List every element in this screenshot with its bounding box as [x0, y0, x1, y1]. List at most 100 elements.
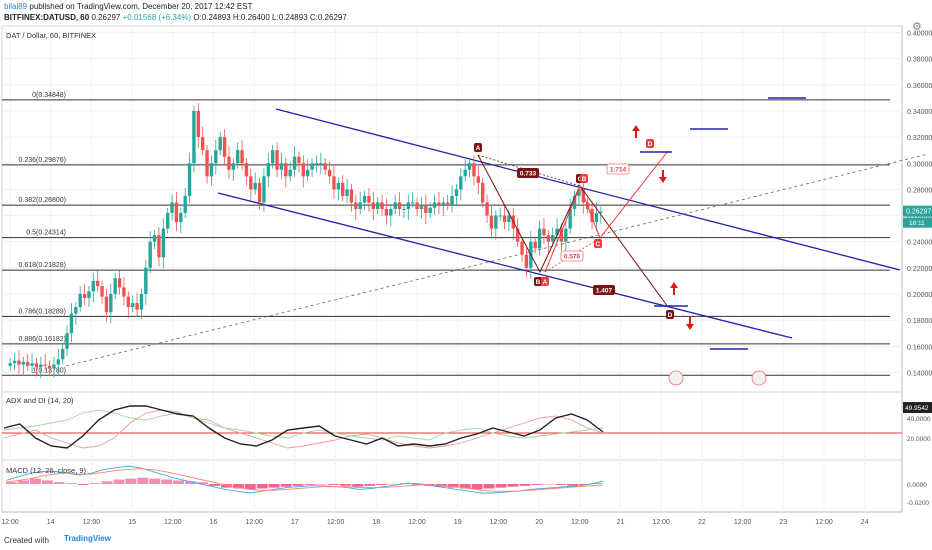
candle-body [91, 280, 95, 292]
time-axis[interactable]: 12:00 14 12:00 15 12:00 16 12:00 17 12:00 18 12:00… [1, 519, 868, 526]
chart-header: bilal89 published on TradingView.com, De… [0, 0, 932, 26]
candle-body [113, 278, 117, 294]
time-tick-label: 19 [454, 519, 462, 526]
candle-body [485, 202, 489, 216]
candle-body [100, 286, 104, 297]
time-tick-label: 12:00 [164, 519, 182, 526]
candle-body [262, 176, 266, 203]
settings-icon[interactable]: ⚙ [912, 21, 922, 33]
up-arrow-icon [632, 125, 640, 138]
macd-histogram-bar [388, 484, 400, 485]
ratio-badge [517, 168, 539, 178]
adx-tick-label: 40.0000 [907, 416, 931, 423]
macd-histogram-bar [519, 484, 531, 486]
candle-body [43, 364, 47, 366]
candle-body [498, 215, 502, 217]
candle-body [327, 169, 332, 177]
candle-body [131, 303, 135, 308]
time-tick-label: 21 [617, 519, 625, 526]
candles [8, 103, 603, 379]
abcd-red-leg [544, 150, 669, 273]
macd-histogram-bar [411, 484, 423, 485]
candle-body [8, 363, 12, 366]
candle-body [507, 215, 511, 223]
down-arrow-icon [659, 170, 667, 183]
main-pane-title: DAT / Dollar, 60, BITFINEX [6, 31, 97, 40]
macd-histogram-bar [161, 479, 173, 484]
price-tick-label: 0.14000 [907, 370, 932, 377]
abcd-point-badge [646, 139, 654, 148]
time-tick-label: 22 [698, 519, 706, 526]
candle-body [533, 241, 537, 249]
candle-body [47, 365, 52, 369]
candle-body [524, 254, 529, 268]
macd-histogram-bar [447, 484, 459, 488]
macd-histogram-bar [471, 484, 483, 490]
candle-body [502, 215, 507, 223]
price-tick-label: 0.38000 [907, 57, 932, 64]
macd-histogram-bar [579, 484, 591, 485]
abcd-point-badge [580, 174, 588, 183]
adx-series-line [3, 405, 604, 449]
candle-body [389, 209, 393, 216]
macd-histogram-bar [495, 484, 507, 488]
abcd-point-label: C [596, 241, 601, 248]
candle-body [187, 163, 192, 196]
candle-body [310, 163, 314, 170]
price-tick-label: 0.40000 [907, 31, 932, 38]
candle-body [52, 364, 56, 369]
macd-histogram-bar [89, 483, 101, 484]
abcd-point-label: B [582, 176, 587, 183]
candle-body [297, 156, 301, 164]
candle-body [555, 228, 559, 236]
candle-body [336, 182, 340, 190]
candle-body [292, 156, 297, 170]
candle-body [349, 189, 354, 203]
time-tick-label: 24 [861, 519, 869, 526]
candle-body [288, 169, 292, 177]
macd-histogram-bar [459, 484, 471, 489]
candle-body [196, 110, 200, 138]
candle-body [227, 156, 231, 170]
price-tick-label: 0.32000 [907, 135, 932, 142]
ratio-label: 0.576 [564, 254, 581, 261]
candle-body [494, 215, 498, 229]
macd-histogram-bar [113, 479, 125, 484]
price-axis[interactable]: 0.40000 0.38000 0.36000 0.34000 0.32000 0.300… [903, 31, 932, 378]
adx-tick-label: 20.0000 [907, 436, 931, 443]
fib-level-label: 0.236(0.29876) [19, 157, 66, 164]
candle-body [419, 205, 424, 209]
candle-body [384, 209, 389, 216]
candle-body [432, 202, 437, 208]
event-badge-icon [751, 370, 767, 386]
time-tick-label: 16 [210, 519, 218, 526]
candle-body [590, 209, 594, 223]
candle-body [568, 209, 572, 229]
candle-body [240, 150, 244, 164]
candle-body [148, 241, 152, 268]
adx-value-badge [903, 402, 932, 414]
macd-histogram-bar [507, 484, 519, 487]
candle-body [157, 235, 161, 258]
candle-body [279, 163, 284, 170]
trendlines [65, 97, 929, 367]
candle-body [61, 348, 65, 360]
fib-level-label: 1(0.13780) [32, 367, 66, 374]
price-tick-label: 0.28000 [907, 187, 932, 194]
macd-histogram-bar [591, 483, 602, 484]
candle-body [222, 137, 227, 157]
fib-level-label: 0(0.34848) [32, 92, 66, 99]
macd-histogram-bar [137, 477, 149, 484]
candle-body [376, 202, 380, 209]
macd-histogram-bar [220, 484, 232, 488]
author-link[interactable]: bilal89 [4, 2, 28, 11]
channel-lower-line [217, 192, 793, 339]
candle-body [367, 195, 371, 203]
candle-body [559, 228, 564, 242]
candle-body [209, 163, 214, 177]
candle-body [397, 202, 402, 209]
tradingview-logo[interactable]: TradingView [64, 534, 111, 543]
price-tick-label: 0.22000 [907, 266, 932, 273]
